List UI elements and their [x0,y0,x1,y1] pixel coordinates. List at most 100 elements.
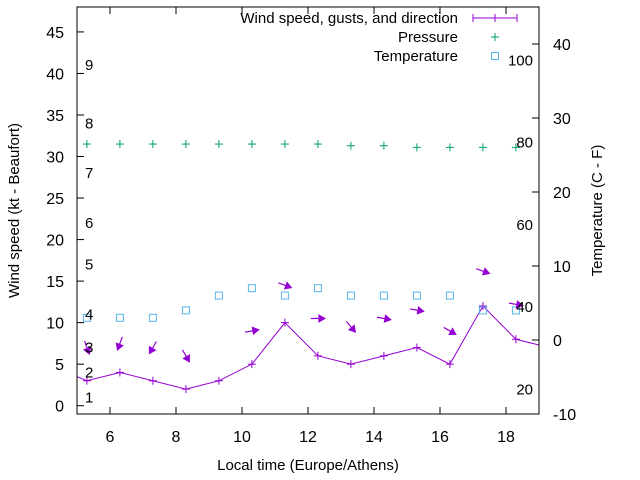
fahrenheit-label: 80 [516,135,533,152]
beaufort-label: 5 [85,256,93,273]
pressure-point [148,140,157,149]
beaufort-label: 3 [85,340,93,357]
wind-direction-arrow [82,340,92,356]
wind-direction-arrow [310,314,326,323]
wind-speed-point [181,385,190,394]
pressure-point [379,141,388,150]
temperature-point [214,291,223,300]
wind-speed-point [313,351,322,360]
wind-speed-point [280,318,289,327]
arrow-head [383,314,392,323]
y-left-tick-label: 30 [46,150,64,167]
beaufort-label: 9 [85,57,93,74]
y-left-axis-label: Wind speed (kt - Beaufort) [6,123,23,298]
wind-direction-arrow [278,281,293,290]
x-tick-label: 8 [172,429,181,446]
y-left-tick-label: 15 [46,274,64,291]
x-tick-label: 18 [497,429,515,446]
wind-direction-arrow [345,321,357,333]
y-right-tick-label: 40 [553,37,571,54]
wind-direction-arrow [115,336,124,351]
arrow-head [148,345,157,355]
temperature-point [478,306,487,315]
temperature-point [511,306,520,315]
y-right-tick-label: -10 [553,407,576,424]
pressure-point [445,143,454,152]
temperature-point [247,284,256,293]
wind-direction-arrow [181,349,190,363]
fahrenheit-label: 60 [516,217,533,234]
x-tick-label: 10 [233,429,251,446]
arrow-head [182,354,190,363]
x-axis-label: Local time (Europe/Athens) [217,457,399,474]
beaufort-label: 8 [85,115,93,132]
y-left-tick-label: 45 [46,25,64,42]
wind-speed-point [247,360,256,369]
x-tick-label: 16 [431,429,449,446]
wind-direction-arrow [443,326,457,335]
temperature-point [346,291,355,300]
temperature-point [280,291,289,300]
fahrenheit-label: 20 [516,381,533,398]
wind-speed-point [82,376,91,385]
y-left-tick-label: 40 [46,66,64,83]
wind-direction-arrow [244,326,260,336]
x-tick-label: 6 [106,429,115,446]
temperature-point [379,291,388,300]
pressure-point [313,140,322,149]
wind-direction-arrow [508,300,524,309]
arrow-head [283,281,293,290]
wind-direction-arrow [376,314,392,323]
beaufort-label: 6 [85,215,93,232]
beaufort-label: 2 [85,364,93,381]
arrow-head [82,346,92,356]
wind-speed-point [214,376,223,385]
arrow-head [481,267,491,276]
x-tick-label: 14 [365,429,383,446]
wind-speed-point [115,368,124,377]
pressure-point [214,140,223,149]
pressure-point [280,140,289,149]
wind-speed-point [445,360,454,369]
y-left-tick-label: 10 [46,316,64,333]
arrow-head [318,314,326,323]
y-right-axis-label: Temperature (C - F) [589,145,606,277]
pressure-point [478,143,487,152]
legend-swatch-plus [491,14,499,22]
wind-speed-point [511,335,520,344]
wind-speed-line [77,305,539,390]
wind-direction-arrow [476,267,491,276]
temperature-point [181,306,190,315]
legend-label: Pressure [398,29,458,46]
arrow-head [416,305,425,315]
arrow-head [347,324,357,333]
series-clip-group [77,140,539,394]
y-left-tick-label: 5 [55,357,64,374]
wind-direction-arrow [148,341,157,355]
wind-speed-point [346,360,355,369]
legend-label: Temperature [374,48,458,65]
beaufort-label: 1 [85,389,93,406]
wind-speed-point [412,343,421,352]
arrow-head [448,327,457,335]
y-left-tick-label: 25 [46,191,64,208]
pressure-point [82,140,91,149]
pressure-point [115,140,124,149]
pressure-point [181,140,190,149]
y-left-tick-label: 20 [46,233,64,250]
pressure-point [511,143,520,152]
pressure-point [412,143,421,152]
wind-speed-point [478,302,487,311]
temperature-point [412,291,421,300]
pressure-point [247,140,256,149]
pressure-point [346,141,355,150]
legend-swatch-plus [491,33,499,41]
fahrenheit-label: 40 [516,299,533,316]
y-left-tick-label: 35 [46,108,64,125]
arrow-head [115,342,124,351]
beaufort-label: 7 [85,165,93,182]
plot-border [76,6,540,415]
wind-speed-point [148,376,157,385]
